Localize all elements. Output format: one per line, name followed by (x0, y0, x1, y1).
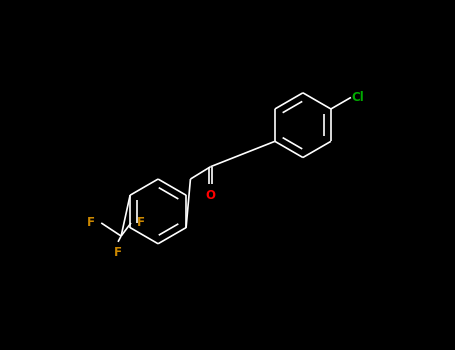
Text: Cl: Cl (352, 91, 364, 104)
Text: F: F (87, 216, 95, 230)
Text: O: O (206, 189, 216, 202)
Text: F: F (137, 216, 145, 230)
Text: F: F (114, 246, 122, 259)
